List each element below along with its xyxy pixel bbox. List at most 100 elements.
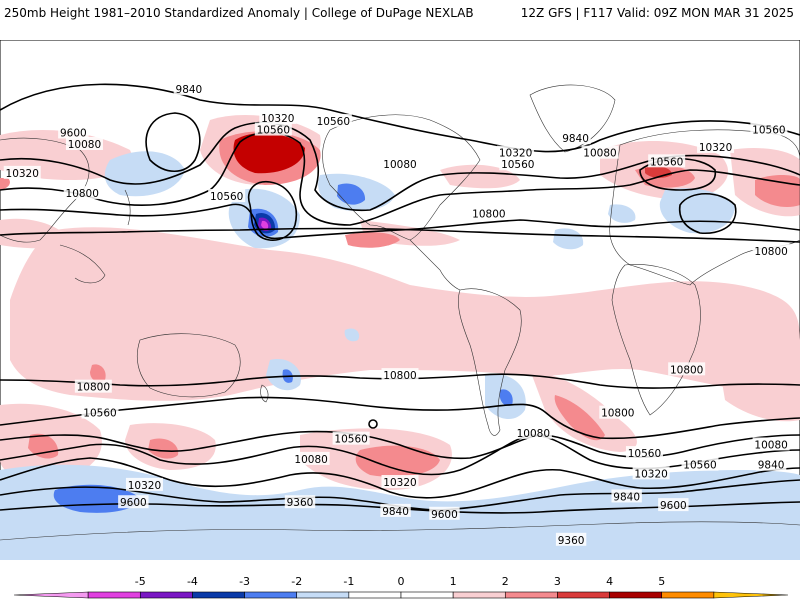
contour-label-bg xyxy=(380,503,411,517)
contour-label-bg xyxy=(65,137,103,150)
contour-label: 10080 xyxy=(517,428,550,440)
contour-label-bg xyxy=(499,157,537,171)
contour-label-bg xyxy=(381,368,419,382)
contour-label: 10320 xyxy=(499,148,532,160)
contour-label: 10800 xyxy=(77,382,110,394)
contour-label: 10560 xyxy=(752,125,785,137)
colorbar-swatch xyxy=(713,591,789,599)
contour-label: 10080 xyxy=(383,159,416,171)
contour-label: 10560 xyxy=(210,191,243,203)
contour-label-bg xyxy=(625,446,663,460)
contour-label: 10560 xyxy=(317,116,350,128)
colorbar-tick-label: 4 xyxy=(606,575,613,588)
contour-label: 9360 xyxy=(558,535,585,547)
contour-label-bg xyxy=(497,145,535,159)
colorbar-swatch xyxy=(296,591,350,599)
colorbar-swatch xyxy=(452,591,506,599)
contour-label-bg xyxy=(581,145,619,159)
contour-label: 9600 xyxy=(660,500,687,512)
contour-label: 9840 xyxy=(176,84,203,96)
contour-label-bg xyxy=(332,431,370,445)
contour-label: 10800 xyxy=(383,370,416,382)
colorbar-swatch xyxy=(87,591,141,599)
contour-label: 10560 xyxy=(683,460,716,472)
contour-label-bg xyxy=(259,111,297,124)
contour-label: 9840 xyxy=(562,133,589,145)
colorbar-swatches xyxy=(13,591,789,599)
contour-label: 10080 xyxy=(294,454,327,466)
colorbar-swatch xyxy=(609,591,663,599)
contour-label-bg xyxy=(381,157,419,171)
contour-label-bg xyxy=(381,475,419,488)
contour-label-bg xyxy=(555,532,587,546)
anomaly-colorbar: -5 -4 -3 -2 -1 0 1 2 3 4 5 xyxy=(13,575,789,599)
contour-label: 10800 xyxy=(670,364,703,376)
contour-label-bg xyxy=(755,457,787,471)
colorbar-swatch xyxy=(400,591,454,599)
contour-label: 10080 xyxy=(68,139,101,151)
contour-label-bg xyxy=(514,425,552,439)
contour-label: 10800 xyxy=(472,208,505,220)
contour-label-bg xyxy=(314,113,352,127)
contour-label: 10320 xyxy=(634,468,667,480)
contour-label-bg xyxy=(125,477,163,491)
contour-label-bg xyxy=(750,122,788,136)
contour-label-bg xyxy=(208,189,246,202)
contour-label: 10080 xyxy=(754,439,787,451)
colorbar-swatch xyxy=(192,591,245,599)
contour-label-bg xyxy=(752,437,790,451)
contour-label-bg xyxy=(429,506,460,520)
colorbar-tick-label: -2 xyxy=(291,575,302,588)
colorbar-tick-labels: -5 -4 -3 -2 -1 0 1 2 3 4 5 xyxy=(135,575,665,588)
contour-label: 10800 xyxy=(601,408,634,420)
contour-label-bg xyxy=(292,451,330,465)
contour-label-bg xyxy=(611,489,642,503)
colorbar-swatch xyxy=(348,591,402,599)
contour-label-bg xyxy=(173,82,205,96)
contour-label: 9600 xyxy=(60,127,87,139)
contour-label-bg xyxy=(118,495,149,509)
colorbar-swatch xyxy=(504,591,558,599)
contour-label-bg xyxy=(560,131,591,145)
contour-label: 10560 xyxy=(83,408,116,420)
contour-label: 9360 xyxy=(287,497,314,509)
contour-label-bg xyxy=(648,154,686,168)
contour-label: 10320 xyxy=(6,168,39,180)
colorbar-tick-label: 0 xyxy=(398,575,405,588)
colorbar-tick-label: -1 xyxy=(343,575,354,588)
contour-label-bg xyxy=(697,139,735,153)
contour-label: 9840 xyxy=(382,506,409,518)
colorbar-tick-label: 2 xyxy=(502,575,509,588)
contour-label: 10560 xyxy=(650,156,683,168)
contour-label-bg xyxy=(284,495,316,509)
colorbar-swatch xyxy=(244,591,298,599)
colorbar-swatch xyxy=(139,591,193,599)
contour-label-bg xyxy=(254,122,292,136)
contour-label: 9600 xyxy=(431,509,458,521)
contour-label: 10560 xyxy=(334,434,367,446)
map-title: 250mb Height 1981–2010 Standardized Anom… xyxy=(4,6,474,20)
contour-label-bg xyxy=(470,206,508,220)
coastlines xyxy=(0,84,800,541)
contour-label: 10560 xyxy=(257,125,290,137)
contour-label: 10080 xyxy=(583,148,616,160)
colorbar-tick-label: -3 xyxy=(239,575,250,588)
contour-label: 10320 xyxy=(699,142,732,154)
contour-label-bg xyxy=(752,243,790,257)
contour-label-bg xyxy=(58,125,89,139)
colorbar-tick-label: -4 xyxy=(187,575,198,588)
contour-label: 10800 xyxy=(754,246,787,258)
colorbar-tick-label: 3 xyxy=(554,575,561,588)
contour-label-bg xyxy=(632,466,670,480)
contour-label: 10560 xyxy=(501,159,534,171)
contour-label: 10800 xyxy=(66,188,99,200)
contour-label: 10560 xyxy=(628,448,661,460)
contour-label: 9840 xyxy=(758,460,785,472)
contour-label: 10320 xyxy=(261,113,294,125)
colorbar-swatch xyxy=(13,591,89,599)
contour-label-bg xyxy=(3,165,41,179)
contour-label: 10320 xyxy=(128,480,161,492)
contour-label-bg xyxy=(658,498,689,512)
